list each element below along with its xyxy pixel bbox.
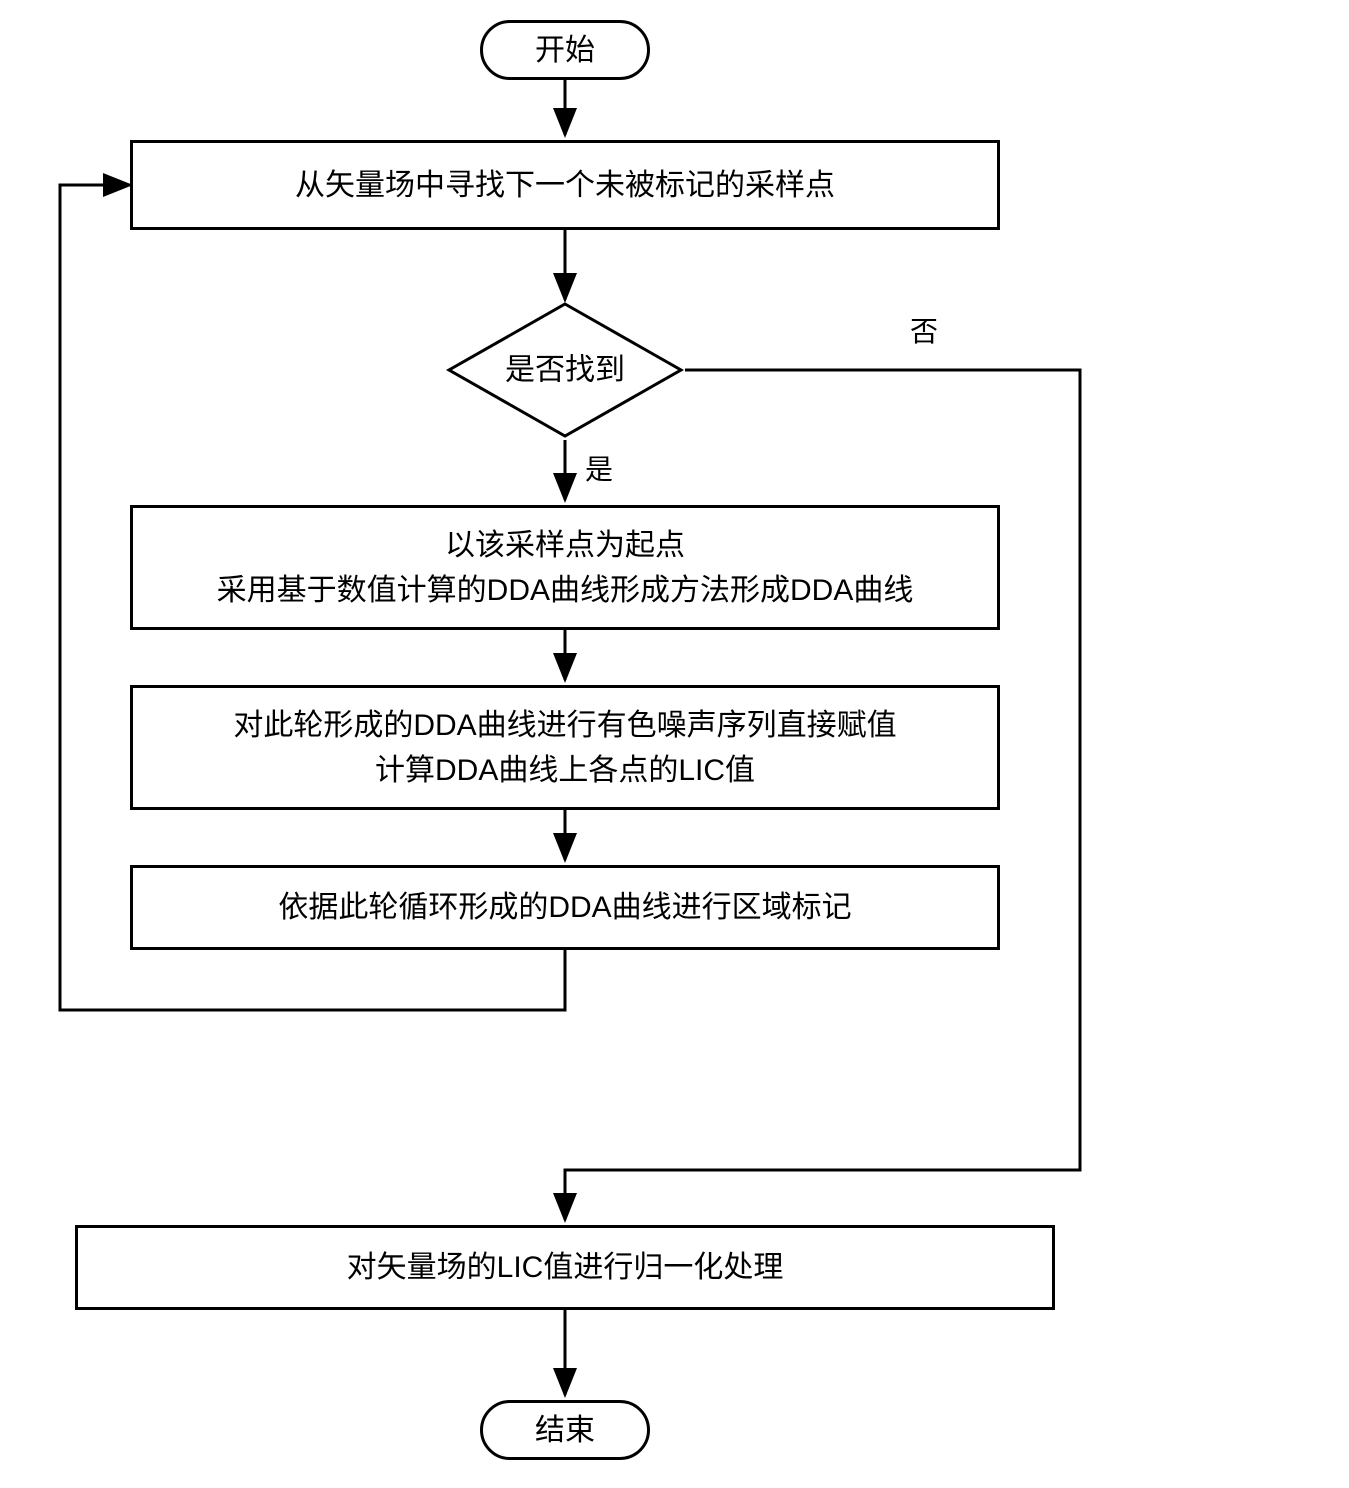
process-dda-form: 以该采样点为起点 采用基于数值计算的DDA曲线形成方法形成DDA曲线 bbox=[130, 505, 1000, 630]
process-normalize: 对矢量场的LIC值进行归一化处理 bbox=[75, 1225, 1055, 1310]
process-region-mark: 依据此轮循环形成的DDA曲线进行区域标记 bbox=[130, 865, 1000, 950]
process-lic-calc: 对此轮形成的DDA曲线进行有色噪声序列直接赋值 计算DDA曲线上各点的LIC值 bbox=[130, 685, 1000, 810]
process-region-mark-label: 依据此轮循环形成的DDA曲线进行区域标记 bbox=[278, 885, 851, 930]
terminator-end-label: 结束 bbox=[535, 1408, 595, 1453]
terminator-start-label: 开始 bbox=[535, 28, 595, 73]
decision-found-label: 是否找到 bbox=[505, 354, 625, 387]
terminator-start: 开始 bbox=[480, 20, 650, 80]
process-find-sample: 从矢量场中寻找下一个未被标记的采样点 bbox=[130, 140, 1000, 230]
decision-yes-label: 是 bbox=[585, 448, 613, 488]
terminator-end: 结束 bbox=[480, 1400, 650, 1460]
process-normalize-label: 对矢量场的LIC值进行归一化处理 bbox=[347, 1245, 784, 1290]
decision-found: 是否找到 bbox=[445, 300, 685, 440]
flowchart-canvas: 开始 从矢量场中寻找下一个未被标记的采样点 是否找到 是 否 以该采样点为起点 … bbox=[0, 0, 1349, 1488]
process-dda-form-label: 以该采样点为起点 采用基于数值计算的DDA曲线形成方法形成DDA曲线 bbox=[217, 523, 914, 613]
process-lic-calc-label: 对此轮形成的DDA曲线进行有色噪声序列直接赋值 计算DDA曲线上各点的LIC值 bbox=[233, 703, 896, 793]
decision-no-label: 否 bbox=[910, 310, 938, 350]
process-find-sample-label: 从矢量场中寻找下一个未被标记的采样点 bbox=[295, 163, 835, 208]
